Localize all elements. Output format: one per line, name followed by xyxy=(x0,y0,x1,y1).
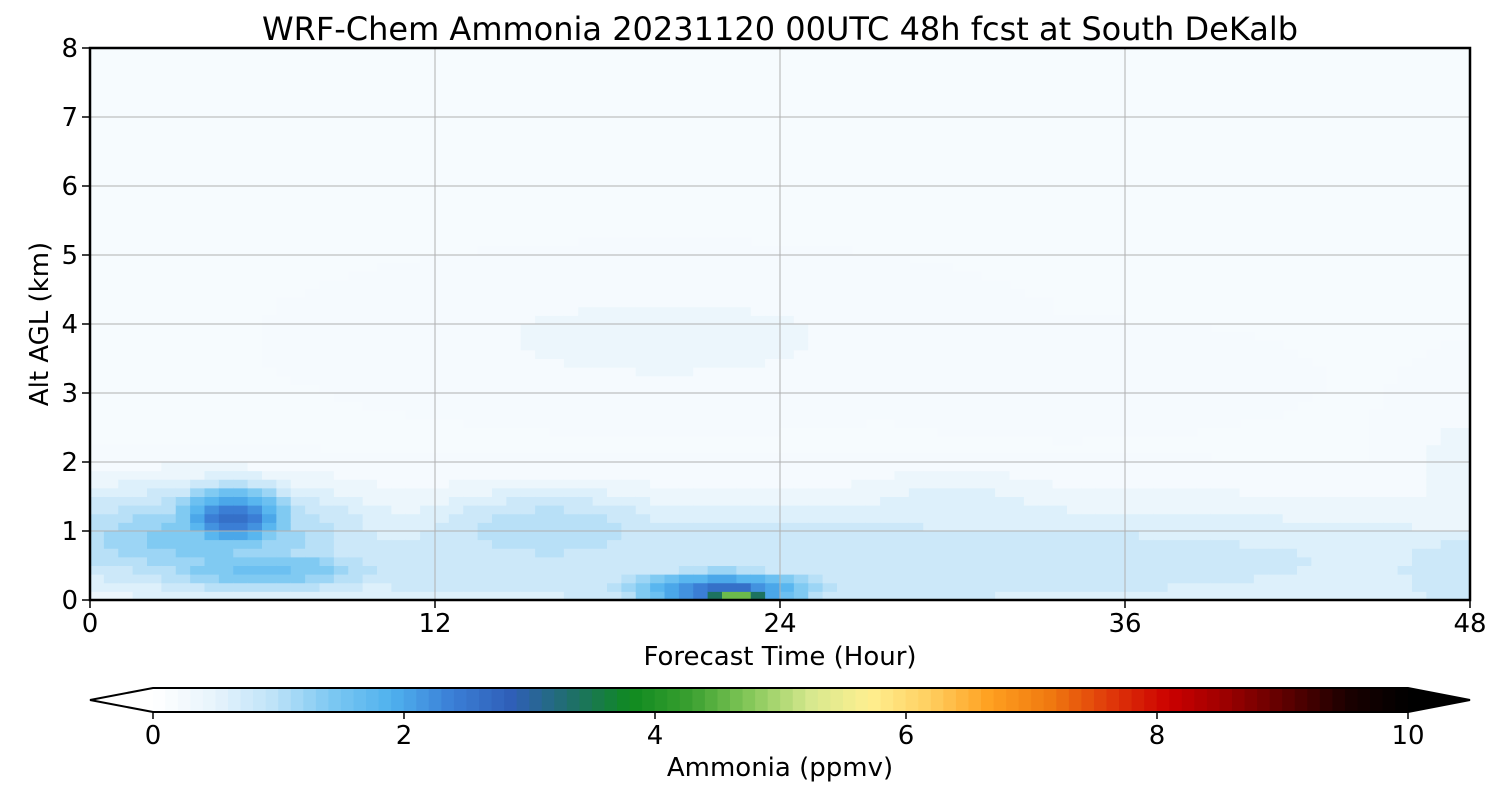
colorbar-tick-label: 2 xyxy=(396,721,413,751)
y-tick-label: 3 xyxy=(61,379,78,409)
colorbar-ticks: 0 2 4 6 8 10 xyxy=(145,712,1425,751)
colorbar-tick-label: 10 xyxy=(1391,721,1424,751)
x-tick-label: 24 xyxy=(763,609,796,639)
y-axis-label: Alt AGL (km) xyxy=(25,242,55,406)
x-tick-label: 0 xyxy=(82,609,99,639)
x-tick-label: 48 xyxy=(1453,609,1486,639)
x-axis-ticks: 0 12 24 36 48 xyxy=(82,600,1487,639)
y-tick-label: 2 xyxy=(61,448,78,478)
y-tick-label: 7 xyxy=(61,103,78,133)
x-axis-label: Forecast Time (Hour) xyxy=(643,642,916,672)
colorbar-tick-label: 8 xyxy=(1149,721,1166,751)
y-tick-label: 0 xyxy=(61,586,78,616)
colorbar-label: Ammonia (ppmv) xyxy=(667,753,893,783)
colorbar-tick-label: 6 xyxy=(898,721,915,751)
y-tick-label: 5 xyxy=(61,241,78,271)
y-tick-label: 1 xyxy=(61,517,78,547)
y-axis-ticks: 0 1 2 3 4 5 6 7 8 xyxy=(61,34,90,616)
colorbar xyxy=(89,687,1471,713)
chart-title: WRF-Chem Ammonia 20231120 00UTC 48h fcst… xyxy=(262,10,1298,48)
y-tick-label: 4 xyxy=(61,310,78,340)
ammonia-field xyxy=(90,237,1470,600)
x-tick-label: 36 xyxy=(1108,609,1141,639)
y-tick-label: 8 xyxy=(61,34,78,64)
y-tick-label: 6 xyxy=(61,172,78,202)
colorbar-tick-label: 4 xyxy=(647,721,664,751)
colorbar-tick-label: 0 xyxy=(145,721,162,751)
x-tick-label: 12 xyxy=(418,609,451,639)
